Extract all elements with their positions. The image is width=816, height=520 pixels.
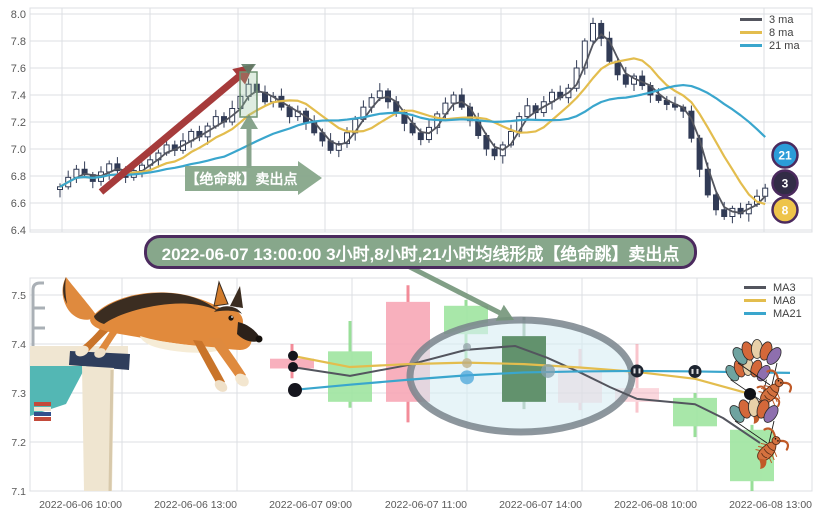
ma8-swatch-icon	[744, 299, 766, 302]
svg-text:7.8: 7.8	[11, 36, 26, 48]
signal-candle-box	[239, 64, 258, 118]
svg-text:2022-06-07 14:00: 2022-06-07 14:00	[499, 499, 582, 511]
svg-text:6.8: 6.8	[11, 171, 26, 183]
crayfish-paraglider	[732, 339, 793, 411]
line-markers	[288, 342, 702, 398]
legend-label: MA21	[773, 307, 802, 320]
ma8-swatch-icon	[740, 31, 762, 34]
ma8-end-dot	[744, 387, 756, 400]
platform-ladder	[34, 402, 51, 406]
legend-item-8ma: 8 ma	[740, 26, 800, 39]
legend-item-3ma: 3 ma	[740, 13, 800, 26]
candle	[270, 344, 314, 379]
svg-text:7.2: 7.2	[11, 117, 26, 129]
legend-label: 8 ma	[769, 26, 794, 39]
badge-8: 8	[771, 196, 799, 224]
top-ma8-line	[59, 57, 766, 206]
svg-text:7.2: 7.2	[11, 437, 26, 449]
svg-text:21: 21	[778, 149, 792, 163]
platform-ladder	[34, 412, 51, 416]
bottom-ma3-line	[291, 344, 761, 444]
ma21-swatch-icon	[740, 44, 762, 47]
top-grid	[29, 7, 813, 233]
ma21-swatch-icon	[744, 312, 766, 315]
legend-item-21ma: 21 ma	[740, 39, 800, 52]
legend-item-ma3: MA3	[744, 281, 802, 294]
svg-text:6.6: 6.6	[11, 198, 26, 210]
ma3-swatch-icon	[744, 286, 766, 289]
candle	[673, 393, 717, 438]
crayfish-paraglider	[729, 397, 790, 469]
svg-text:7.5: 7.5	[11, 290, 26, 302]
platform-ladder	[34, 407, 51, 411]
svg-text:8: 8	[782, 204, 789, 218]
legend-label: MA3	[773, 281, 796, 294]
sell-up-arrow	[240, 114, 258, 168]
svg-text:3: 3	[782, 177, 789, 191]
badge-3: 3	[771, 169, 799, 197]
svg-text:6.4: 6.4	[11, 225, 26, 236]
svg-text:7.6: 7.6	[11, 63, 26, 75]
badge-21: 21	[771, 141, 799, 169]
svg-text:2022-06-07 11:00: 2022-06-07 11:00	[385, 499, 467, 511]
sell-point-flag-label: 【绝命跳】卖出点	[185, 170, 298, 187]
sell-point-flag: 【绝命跳】卖出点	[185, 161, 322, 195]
legend-item-ma21: MA21	[744, 307, 802, 320]
top-chart-legend: 3 ma 8 ma 21 ma	[740, 13, 800, 52]
svg-text:2022-06-07 09:00: 2022-06-07 09:00	[269, 499, 352, 511]
svg-text:7.0: 7.0	[11, 144, 26, 156]
pointer-arrow	[402, 262, 514, 321]
candle	[328, 320, 372, 408]
dog-illustration	[62, 277, 263, 392]
top-ma3-line	[59, 33, 766, 214]
top-ma21-line	[59, 83, 766, 188]
top-price-chart: 8.0 7.8 7.6 7.4 7.2 7.0 6.8 6.6 6.4 21 3 8	[11, 7, 813, 236]
svg-text:7.4: 7.4	[11, 339, 26, 351]
ma3-swatch-icon	[740, 18, 762, 21]
svg-text:7.3: 7.3	[11, 388, 26, 400]
bottom-ma21-line	[291, 369, 791, 392]
legend-label: 21 ma	[769, 39, 800, 52]
bottom-chart-legend: MA3 MA8 MA21	[744, 281, 802, 320]
svg-text:2022-06-06 13:00: 2022-06-06 13:00	[154, 499, 237, 511]
platform-rail	[31, 281, 45, 350]
bottom-ma8-line	[291, 354, 751, 396]
signal-title-banner: 2022-06-07 13:00:00 3小时,8小时,21小时均线形成【绝命跳…	[144, 235, 697, 269]
legend-label: 3 ma	[769, 13, 794, 26]
svg-text:2022-06-06 10:00: 2022-06-06 10:00	[39, 499, 122, 511]
signal-title-text: 2022-06-07 13:00:00 3小时,8小时,21小时均线形成【绝命跳…	[161, 244, 680, 264]
svg-text:8.0: 8.0	[11, 9, 26, 21]
bottom-zoom-chart: 7.5 7.4 7.3 7.2 7.1 2022-06-06 10:00 2022-06-0…	[11, 262, 813, 511]
legend-item-ma8: MA8	[744, 294, 802, 307]
platform-ladder	[34, 417, 51, 421]
svg-text:2022-06-08 13:00: 2022-06-08 13:00	[729, 499, 812, 511]
svg-text:7.4: 7.4	[11, 90, 26, 102]
svg-text:7.1: 7.1	[11, 486, 26, 498]
svg-text:2022-06-08 10:00: 2022-06-08 10:00	[614, 499, 697, 511]
legend-label: MA8	[773, 294, 796, 307]
